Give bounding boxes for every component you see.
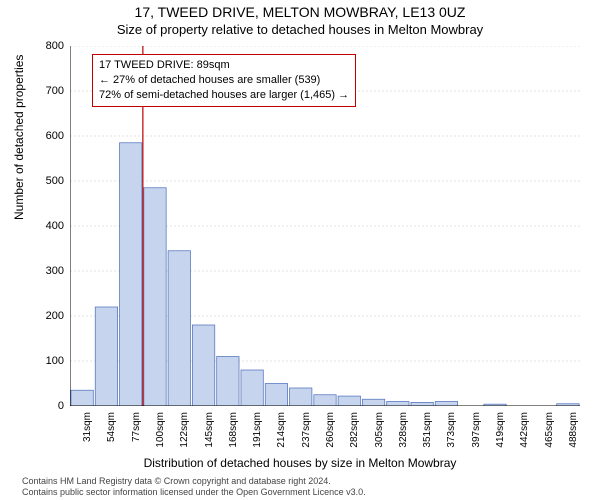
x-tick-label: 351sqm: [422, 412, 433, 452]
x-tick-label: 419sqm: [495, 412, 506, 452]
histogram-bar: [314, 395, 336, 406]
footer-line-1: Contains HM Land Registry data © Crown c…: [22, 476, 366, 487]
y-tick-label: 100: [34, 355, 64, 367]
chart-container: 17, TWEED DRIVE, MELTON MOWBRAY, LE13 0U…: [0, 0, 600, 500]
x-tick-label: 145sqm: [204, 412, 215, 452]
x-tick-label: 100sqm: [155, 412, 166, 452]
y-tick-label: 500: [34, 175, 64, 187]
y-tick-label: 0: [34, 400, 64, 412]
y-tick-label: 200: [34, 310, 64, 322]
histogram-bar: [387, 402, 409, 407]
x-tick-label: 328sqm: [398, 412, 409, 452]
histogram-bar: [144, 188, 166, 406]
histogram-bar: [217, 357, 239, 407]
chart-title-sub: Size of property relative to detached ho…: [0, 22, 600, 37]
x-tick-label: 260sqm: [325, 412, 336, 452]
x-tick-label: 191sqm: [252, 412, 263, 452]
x-tick-label: 122sqm: [179, 412, 190, 452]
chart-title-main: 17, TWEED DRIVE, MELTON MOWBRAY, LE13 0U…: [0, 4, 600, 20]
histogram-bar: [120, 143, 142, 406]
y-axis-label: Number of detached properties: [12, 55, 26, 220]
y-tick-label: 800: [34, 40, 64, 52]
x-tick-label: 214sqm: [276, 412, 287, 452]
y-tick-label: 700: [34, 85, 64, 97]
histogram-bar: [362, 399, 384, 406]
histogram-bar: [192, 325, 214, 406]
x-tick-label: 282sqm: [349, 412, 360, 452]
footer-attribution: Contains HM Land Registry data © Crown c…: [22, 476, 366, 499]
histogram-bar: [241, 370, 263, 406]
x-tick-label: 77sqm: [131, 412, 142, 452]
x-tick-label: 488sqm: [568, 412, 579, 452]
y-tick-label: 600: [34, 130, 64, 142]
x-tick-label: 373sqm: [446, 412, 457, 452]
x-tick-label: 305sqm: [374, 412, 385, 452]
histogram-bar: [411, 402, 433, 406]
histogram-bar: [71, 390, 93, 406]
annotation-line-1: 17 TWEED DRIVE: 89sqm: [99, 58, 349, 73]
histogram-bar: [338, 396, 360, 406]
y-tick-label: 300: [34, 265, 64, 277]
x-tick-label: 168sqm: [228, 412, 239, 452]
x-tick-label: 31sqm: [82, 412, 93, 452]
x-tick-label: 397sqm: [471, 412, 482, 452]
histogram-bar: [435, 402, 457, 407]
histogram-bar: [95, 307, 117, 406]
x-tick-label: 465sqm: [544, 412, 555, 452]
footer-line-2: Contains public sector information licen…: [22, 487, 366, 498]
histogram-bar: [290, 388, 312, 406]
annotation-box: 17 TWEED DRIVE: 89sqm ← 27% of detached …: [92, 54, 356, 107]
y-tick-label: 400: [34, 220, 64, 232]
annotation-line-3: 72% of semi-detached houses are larger (…: [99, 88, 349, 103]
x-tick-label: 54sqm: [106, 412, 117, 452]
x-tick-label: 442sqm: [519, 412, 530, 452]
annotation-line-2: ← 27% of detached houses are smaller (53…: [99, 73, 349, 88]
histogram-bar: [168, 251, 190, 406]
x-axis-label: Distribution of detached houses by size …: [0, 456, 600, 470]
x-tick-label: 237sqm: [301, 412, 312, 452]
histogram-bar: [265, 384, 287, 407]
